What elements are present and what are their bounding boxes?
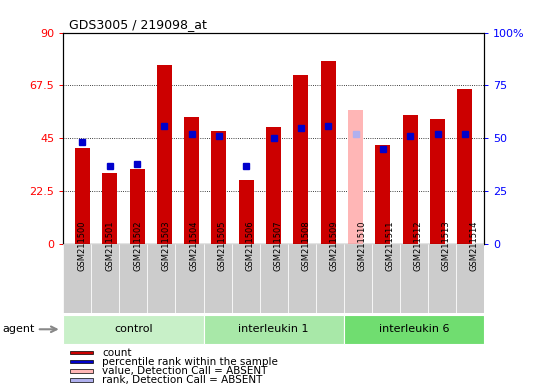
Bar — [458, 89, 472, 244]
Text: GSM211504: GSM211504 — [189, 221, 199, 271]
Bar — [344, 314, 484, 344]
Bar — [266, 126, 281, 244]
Text: GSM211513: GSM211513 — [442, 220, 451, 271]
Bar — [184, 117, 199, 244]
Text: GSM211501: GSM211501 — [106, 221, 114, 271]
Bar — [430, 119, 445, 244]
Text: GSM211507: GSM211507 — [274, 220, 283, 271]
Bar — [147, 244, 175, 313]
Bar — [63, 314, 204, 344]
Text: GSM211509: GSM211509 — [330, 221, 339, 271]
Bar — [175, 244, 204, 313]
Text: GSM211503: GSM211503 — [162, 220, 170, 271]
Text: GDS3005 / 219098_at: GDS3005 / 219098_at — [69, 18, 207, 31]
Bar — [69, 379, 93, 382]
Bar — [239, 180, 254, 244]
Text: GSM211512: GSM211512 — [414, 221, 423, 271]
Bar — [403, 115, 418, 244]
Bar — [91, 244, 119, 313]
Text: GSM211511: GSM211511 — [386, 221, 395, 271]
Bar — [204, 314, 344, 344]
Bar — [232, 244, 260, 313]
Text: value, Detection Call = ABSENT: value, Detection Call = ABSENT — [102, 366, 267, 376]
Bar — [102, 174, 117, 244]
Text: percentile rank within the sample: percentile rank within the sample — [102, 357, 278, 367]
Bar — [456, 244, 484, 313]
Text: GSM211508: GSM211508 — [301, 220, 311, 271]
Bar — [316, 244, 344, 313]
Bar — [344, 244, 372, 313]
Text: GSM211506: GSM211506 — [245, 220, 255, 271]
Bar — [428, 244, 456, 313]
Text: interleukin 1: interleukin 1 — [238, 324, 309, 334]
Bar — [321, 61, 336, 244]
Text: GSM211505: GSM211505 — [218, 221, 227, 271]
Text: GSM211500: GSM211500 — [77, 221, 86, 271]
Text: count: count — [102, 348, 131, 358]
Bar — [288, 244, 316, 313]
Bar — [69, 351, 93, 354]
Text: GSM211514: GSM211514 — [470, 221, 479, 271]
Bar — [129, 169, 145, 244]
Bar — [204, 244, 232, 313]
Text: control: control — [114, 324, 153, 334]
Bar — [157, 66, 172, 244]
Bar — [260, 244, 288, 313]
Bar — [69, 360, 93, 363]
Text: agent: agent — [3, 324, 35, 334]
Bar — [69, 369, 93, 372]
Bar — [294, 75, 309, 244]
Bar — [348, 110, 363, 244]
Bar — [372, 244, 400, 313]
Bar — [119, 244, 147, 313]
Bar — [63, 244, 91, 313]
Bar — [75, 147, 90, 244]
Text: interleukin 6: interleukin 6 — [378, 324, 449, 334]
Text: rank, Detection Call = ABSENT: rank, Detection Call = ABSENT — [102, 375, 262, 384]
Bar — [211, 131, 227, 244]
Text: GSM211510: GSM211510 — [358, 221, 367, 271]
Bar — [376, 145, 390, 244]
Text: GSM211502: GSM211502 — [133, 221, 142, 271]
Bar — [400, 244, 428, 313]
